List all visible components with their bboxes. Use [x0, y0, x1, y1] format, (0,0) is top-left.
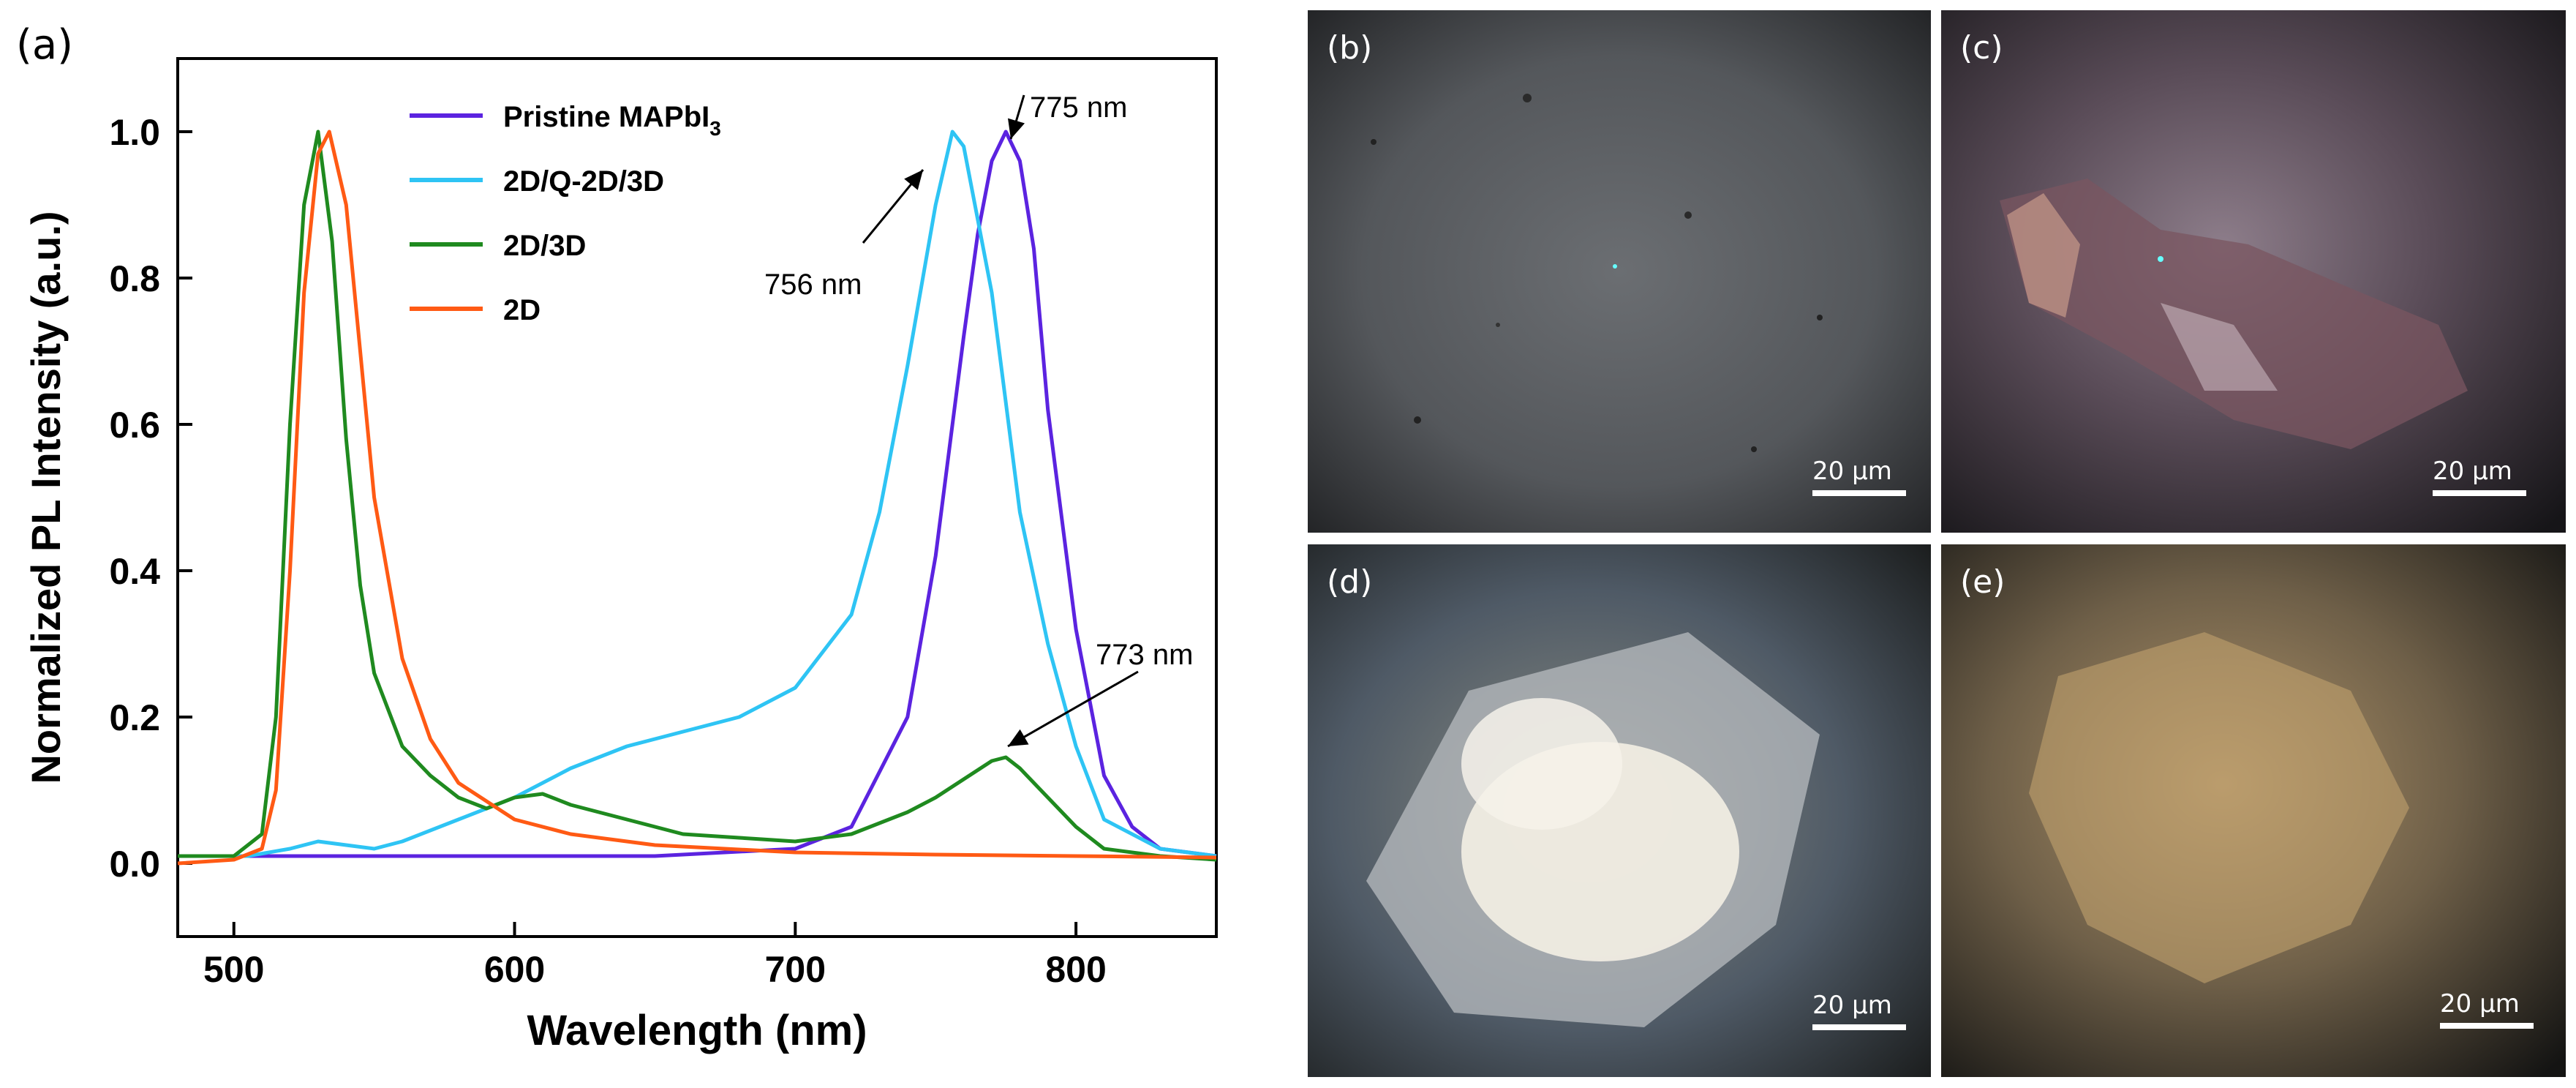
y-tick-label: 0.2 [109, 697, 160, 738]
annotation-label-2: 773 nm [1096, 639, 1193, 671]
series-layer [177, 130, 1217, 866]
annotations: 775 nm 756 nm 773 nm [764, 91, 1193, 748]
y-tick-label: 0.6 [109, 405, 160, 446]
series-line-2 [178, 130, 1217, 862]
legend-label-3: 2D [503, 294, 541, 326]
annotation-label-0: 775 nm [1030, 91, 1127, 124]
annotation-arrow-line-2 [1007, 670, 1139, 748]
x-axis-label: Wavelength (nm) [527, 1007, 867, 1054]
micrograph-e-image [1941, 544, 2566, 1077]
micrograph-b: (b) 20 μm [1308, 10, 1931, 533]
scale-bar-d [1812, 1024, 1906, 1030]
micrograph-c-image [1941, 10, 2566, 533]
legend-label-1: 2D/Q-2D/3D [503, 165, 664, 198]
panel-label-b: (b) [1327, 29, 1373, 67]
annotation-label-1: 756 nm [764, 269, 862, 301]
scale-text-e: 20 μm [2440, 989, 2520, 1018]
y-axis-ticks: 0.0 0.2 0.4 0.6 0.8 1.0 [109, 112, 192, 885]
legend: Pristine MAPbI3 2D/Q-2D/3D 2D/3D 2D [410, 101, 721, 326]
panel-label-a: (a) [16, 21, 73, 69]
series-line-0 [178, 130, 1217, 858]
y-tick-label: 0.0 [109, 844, 160, 885]
micrograph-d: (d) 20 μm [1308, 544, 1931, 1077]
scale-bar-e [2440, 1023, 2534, 1029]
panel-label-c: (c) [1960, 29, 2003, 67]
scale-text-d: 20 μm [1812, 991, 1892, 1020]
micrograph-e: (e) 20 μm [1941, 544, 2566, 1077]
x-tick-label: 700 [765, 949, 826, 990]
annotation-arrowhead-2 [1008, 729, 1029, 746]
y-tick-label: 1.0 [109, 112, 160, 153]
legend-label-2: 2D/3D [503, 230, 586, 262]
panel-label-d: (d) [1327, 563, 1373, 601]
panel-label-e: (e) [1960, 563, 2006, 601]
micrograph-c: (c) 20 μm [1941, 10, 2566, 533]
micrograph-b-image [1308, 10, 1931, 533]
annotation-arrowhead-1 [904, 170, 923, 190]
y-axis-label: Normalized PL Intensity (a.u.) [23, 211, 69, 784]
scale-bar-c [2433, 490, 2526, 496]
scale-bar-b [1812, 490, 1906, 496]
scale-text-b: 20 μm [1812, 457, 1892, 486]
plot-frame [176, 57, 1218, 938]
x-tick-label: 800 [1045, 949, 1106, 990]
x-tick-label: 600 [484, 949, 545, 990]
pl-spectrum-chart: (a) 500 600 700 800 0.0 0.2 0.4 0.6 0.8 1.0 Pris… [16, 21, 1218, 1054]
y-tick-label: 0.4 [109, 551, 160, 592]
annotation-arrowhead-0 [1008, 118, 1025, 139]
series-line-3 [177, 130, 1217, 866]
y-tick-label: 0.8 [109, 258, 160, 299]
series-line-1 [178, 130, 1217, 858]
x-tick-label: 500 [203, 949, 264, 990]
scale-text-c: 20 μm [2433, 457, 2512, 486]
micrograph-d-image [1308, 544, 1931, 1077]
x-axis-ticks: 500 600 700 800 [203, 922, 1107, 990]
legend-label-0: Pristine MAPbI3 [503, 101, 721, 140]
